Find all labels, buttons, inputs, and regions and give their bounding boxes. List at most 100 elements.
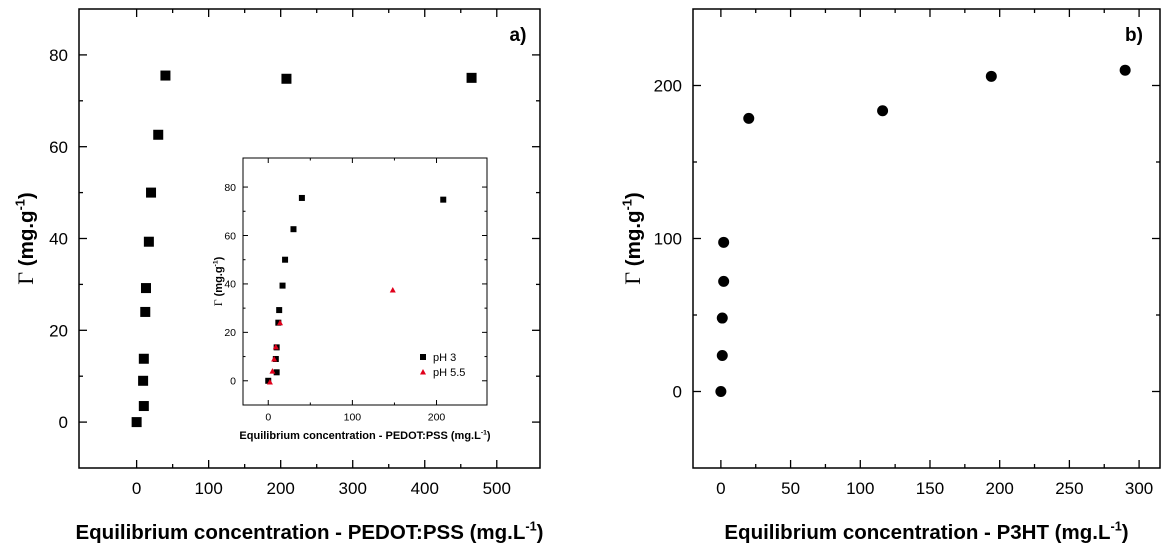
inset-y-axis-label-symbol: Γ: [211, 299, 225, 306]
panel-b-y-axis-label-sup: -1: [619, 199, 634, 210]
panel-a-x-tick-label: 0: [132, 479, 141, 498]
panel-b-series: [715, 64, 1131, 397]
panel-a-x-axis-label-tail: ): [537, 521, 544, 544]
panel-a-y-axis-label-sup: -1: [12, 199, 27, 210]
inset-y-tick-label: 20: [224, 327, 236, 339]
inset-y-axis-label-sup: -1: [212, 260, 219, 266]
inset-x-axis-label-tail: ): [487, 430, 491, 442]
panel-a-x-axis-label-sup: -1: [525, 518, 536, 533]
panel-a-y-axis-label-text: (mg.g: [15, 210, 38, 272]
legend-label: pH 3: [433, 352, 456, 364]
panel-b-y-tick-label: 0: [673, 383, 682, 402]
panel-b-x-axis-label: Equilibrium concentration - P3HT (mg.L-1…: [724, 518, 1128, 544]
panel-a-x-axis-label: Equilibrium concentration - PEDOT:PSS (m…: [75, 518, 543, 544]
panel-a-y-tick-label: 80: [49, 46, 68, 65]
panel-a-y-tick-label: 60: [49, 138, 68, 157]
panel-a-data-point: [466, 72, 477, 83]
legend-label: pH 5.5: [433, 367, 465, 379]
panel-b-data-point: [716, 312, 728, 324]
inset-legend: pH 3 pH 5.5: [420, 352, 465, 379]
panel-a-x-tick-label: 100: [194, 479, 222, 498]
panel-b-axes: 0 50 100 150 200 250 300 0 100 200 Equilibrium con…: [619, 8, 1161, 544]
legend-marker: [420, 354, 426, 360]
inset-y-axis-label-tail: ): [213, 256, 225, 260]
inset-data-point-ph-5-5: [269, 368, 276, 374]
panel-b-x-tick-label: 200: [985, 479, 1013, 498]
panel-a-data-point: [153, 129, 164, 140]
panel-a-data-point: [138, 353, 149, 364]
panel-a-data-point: [131, 417, 142, 428]
panel-b-label: b): [1125, 25, 1143, 46]
panel-b-data-point: [877, 105, 889, 117]
inset-data-point-ph-5-5: [266, 378, 273, 385]
panel-b-x-tick-label: 50: [781, 479, 800, 498]
inset-x-tick-label: 200: [428, 412, 446, 424]
panel-a-data-point: [140, 283, 151, 294]
inset-data-point-ph-3: [290, 226, 297, 233]
inset-data-point-ph-3: [272, 355, 279, 362]
panel-a-data-point: [143, 236, 154, 247]
panel-b-x-axis-label-tail: ): [1122, 521, 1129, 544]
inset-y-tick-label: 60: [224, 230, 236, 242]
inset-data-point-ph-3: [440, 196, 447, 203]
inset-x-axis-label-text: Equilibrium concentration - PEDOT:PSS (m…: [239, 430, 481, 442]
panel-a-y-tick-label: 20: [49, 321, 68, 340]
inset-data-point-ph-3: [282, 256, 289, 263]
inset-data-point-ph-3: [275, 319, 282, 326]
panel-a-y-tick-label: 40: [49, 230, 68, 249]
inset-data-point-ph-5-5: [277, 319, 284, 326]
inset-y-axis-label-text: (mg.g: [213, 266, 225, 299]
inset-series: [265, 194, 447, 385]
panel-b-y-axis-label-tail: ): [622, 192, 645, 199]
panel-a-label: a): [510, 25, 527, 46]
inset-y-axis-label: Γ (mg.g-1): [211, 256, 225, 306]
panel-b-y-axis-label-text: (mg.g: [622, 210, 645, 272]
inset-x-tick-label: 0: [265, 412, 271, 424]
panel-a-x-tick-label: 200: [267, 479, 295, 498]
panel-b-x-tick-label: 250: [1055, 479, 1083, 498]
panel-b-data-point: [985, 70, 997, 82]
inset-y-tick-label: 0: [230, 376, 236, 388]
inset-y-tick-label: 40: [224, 279, 236, 291]
inset-data-point-ph-3: [298, 194, 305, 201]
panel-b-data-point: [718, 275, 730, 287]
panel-b-y-axis-label-symbol: Γ: [620, 272, 645, 285]
legend-marker: [420, 369, 426, 375]
panel-b-data-point: [716, 350, 728, 362]
inset-x-axis-label-sup: -1: [481, 429, 487, 436]
panel-b-x-tick-label: 0: [716, 479, 725, 498]
panel-b-x-tick-label: 300: [1125, 479, 1153, 498]
panel-b-y-tick-label: 200: [654, 77, 682, 96]
inset-data-point-ph-3: [273, 369, 280, 376]
panel-a-data-point: [138, 401, 149, 412]
panel-b-data-point: [1119, 64, 1131, 76]
inset-background: [197, 152, 497, 449]
panel-b-x-tick-label: 150: [916, 479, 944, 498]
panel-a-x-tick-label: 400: [411, 479, 439, 498]
panel-b-y-axis-label: Γ (mg.g-1): [619, 192, 645, 284]
inset-data-point-ph-3: [279, 282, 286, 289]
panel-b-x-axis-label-sup: -1: [1110, 518, 1121, 533]
inset-data-point-ph-5-5: [272, 343, 279, 350]
inset-axes: 0 100 200 0 20 40 60 80 Equilibrium concentratio…: [211, 157, 491, 442]
panel-a-data-point: [140, 306, 151, 317]
inset-y-tick-label: 80: [224, 182, 236, 194]
inset-data-point-ph-5-5: [389, 286, 396, 293]
panel-a-y-axis-label-tail: ): [15, 192, 38, 199]
panel-a-x-tick-label: 300: [339, 479, 367, 498]
panel-a-data-point: [160, 70, 171, 81]
panel-b-x-tick-label: 100: [846, 479, 874, 498]
panel-b-data-point: [743, 112, 755, 124]
panel-a-series: [131, 70, 477, 428]
panel-a-y-axis-label-symbol: Γ: [13, 272, 38, 285]
panel-b-data-point: [715, 386, 727, 397]
panel-b-x-axis-label-text: Equilibrium concentration - P3HT (mg.L: [724, 521, 1110, 544]
panel-a-y-axis-label: Γ (mg.g-1): [12, 192, 38, 284]
panel-b-data-point: [718, 236, 730, 248]
panel-a-data-point: [146, 187, 157, 198]
inset-data-point-ph-3: [276, 307, 283, 314]
inset-x-tick-label: 100: [344, 412, 362, 424]
